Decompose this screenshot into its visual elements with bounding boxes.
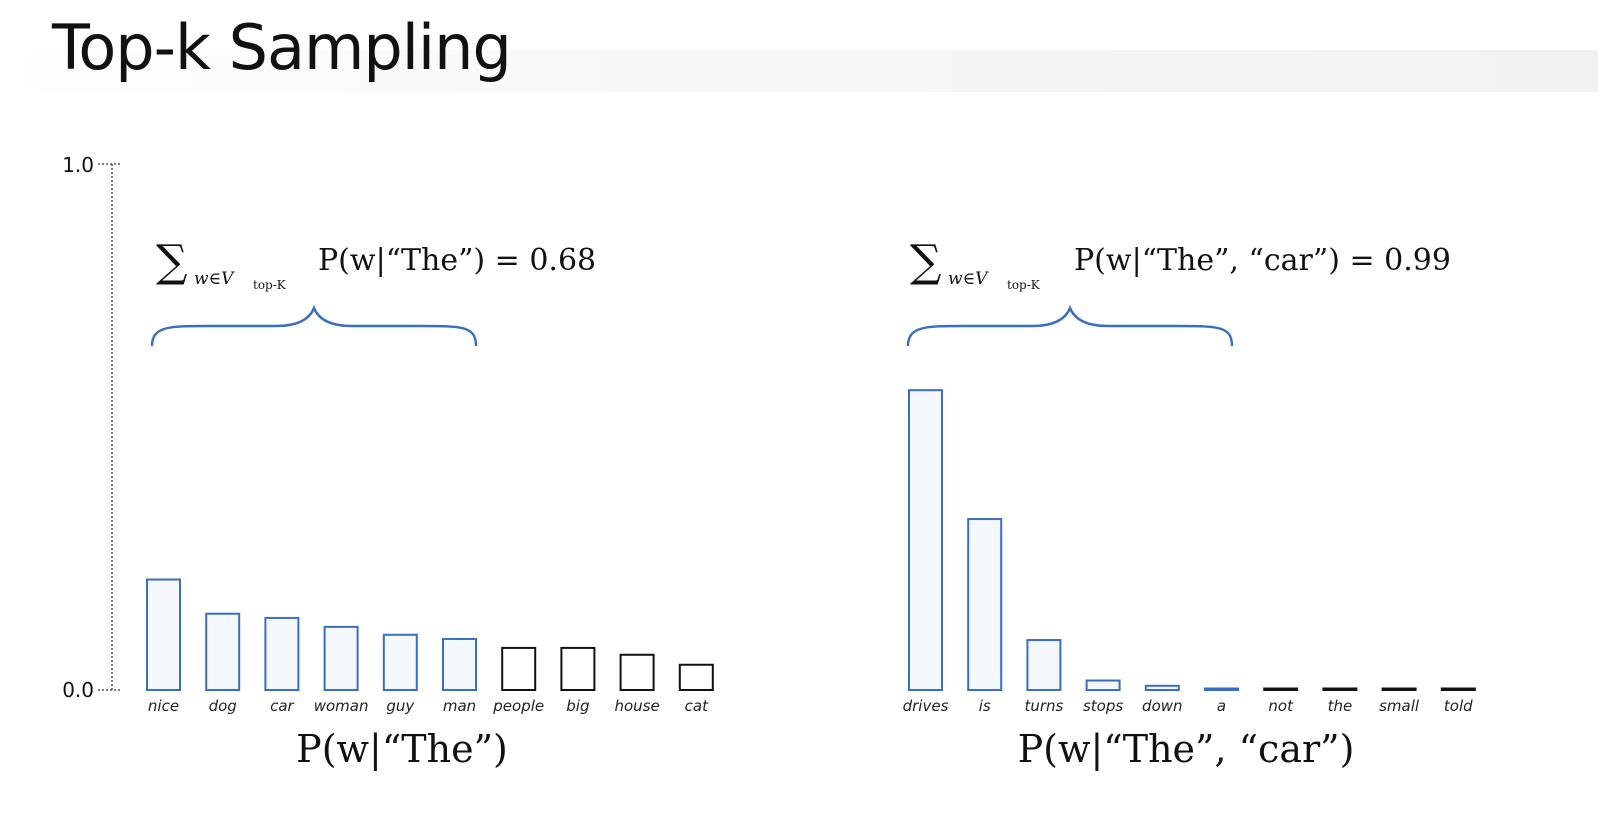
category-label-the: the — [1328, 697, 1353, 715]
sum-expression: P(w|“The”, “car”) = 0.99 — [1074, 243, 1451, 278]
top-k-brace-the — [150, 304, 478, 347]
sum-symbol: ∑ — [156, 236, 187, 287]
bar-car — [264, 616, 300, 691]
category-label-man: man — [443, 697, 476, 715]
bar-down — [1144, 684, 1180, 691]
y-tick-label-bottom: 0.0 — [62, 678, 94, 702]
sum-subsubscript: top-K — [1007, 278, 1041, 292]
bars-the-car — [908, 389, 1476, 692]
category-label-guy: guy — [386, 697, 415, 715]
category-label-not: not — [1268, 697, 1294, 715]
category-labels-the: nice dog car woman guy man people big house cat — [148, 697, 709, 715]
bar-people — [501, 646, 537, 691]
sum-expression: P(w|“The”) = 0.68 — [318, 243, 596, 278]
bar-cat — [678, 663, 714, 692]
category-label-car: car — [270, 697, 294, 715]
sum-symbol: ∑ — [910, 236, 941, 287]
x-axis-label-the-car: P(w|“The”, “car”) — [1018, 727, 1355, 771]
bar-dog — [205, 612, 241, 691]
category-label-is: is — [979, 697, 991, 715]
category-label-small: small — [1379, 697, 1420, 715]
bar-house — [619, 653, 655, 691]
bar-not — [1263, 687, 1299, 691]
bar-small — [1381, 687, 1417, 691]
category-label-down: down — [1142, 697, 1182, 715]
category-label-stops: stops — [1083, 697, 1123, 715]
chart-panel-the-car: drives is turns stops down a not the small told ∑… — [903, 236, 1476, 771]
category-label-woman: woman — [314, 697, 369, 715]
bar-told — [1440, 687, 1476, 691]
category-label-drives: drives — [903, 697, 949, 715]
category-label-house: house — [614, 697, 659, 715]
bar-big — [560, 646, 596, 691]
x-axis-label-the: P(w|“The”) — [296, 727, 508, 771]
category-label-a: a — [1217, 697, 1226, 715]
sum-annotation-the-car: ∑ w∈V top-K P(w|“The”, “car”) = 0.99 — [910, 236, 1451, 292]
y-axis: 1.0 0.0 — [62, 153, 122, 702]
bar-man — [442, 637, 477, 692]
y-tick-label-top: 1.0 — [62, 153, 94, 177]
bar-woman — [323, 625, 359, 692]
slide-title: Top-k Sampling — [52, 11, 512, 84]
title-band — [0, 50, 1598, 92]
sum-subscript: w∈V — [948, 269, 989, 289]
chart-panel-the: nice dog car woman guy man people big house cat ∑… — [146, 236, 714, 771]
bars-the — [146, 578, 714, 692]
category-label-cat: cat — [685, 697, 709, 715]
category-labels-the-car: drives is turns stops down a not the small told — [903, 697, 1474, 715]
bar-is — [967, 518, 1003, 691]
bar-a — [1204, 687, 1239, 691]
bar-nice — [146, 578, 181, 691]
sum-annotation-the: ∑ w∈V top-K P(w|“The”) = 0.68 — [156, 236, 596, 292]
bar-drives — [908, 389, 943, 691]
category-label-big: big — [566, 697, 589, 715]
category-label-turns: turns — [1024, 697, 1063, 715]
bar-stops — [1085, 679, 1121, 691]
category-label-nice: nice — [148, 697, 179, 715]
category-label-told: told — [1444, 697, 1473, 715]
bar-guy — [382, 633, 418, 692]
bar-the — [1322, 687, 1358, 691]
sum-subscript: w∈V — [194, 269, 235, 289]
category-label-people: people — [492, 697, 544, 715]
category-label-dog: dog — [209, 697, 237, 715]
top-k-brace-the-car — [906, 304, 1234, 347]
bar-turns — [1026, 639, 1062, 692]
sum-subsubscript: top-K — [253, 278, 287, 292]
